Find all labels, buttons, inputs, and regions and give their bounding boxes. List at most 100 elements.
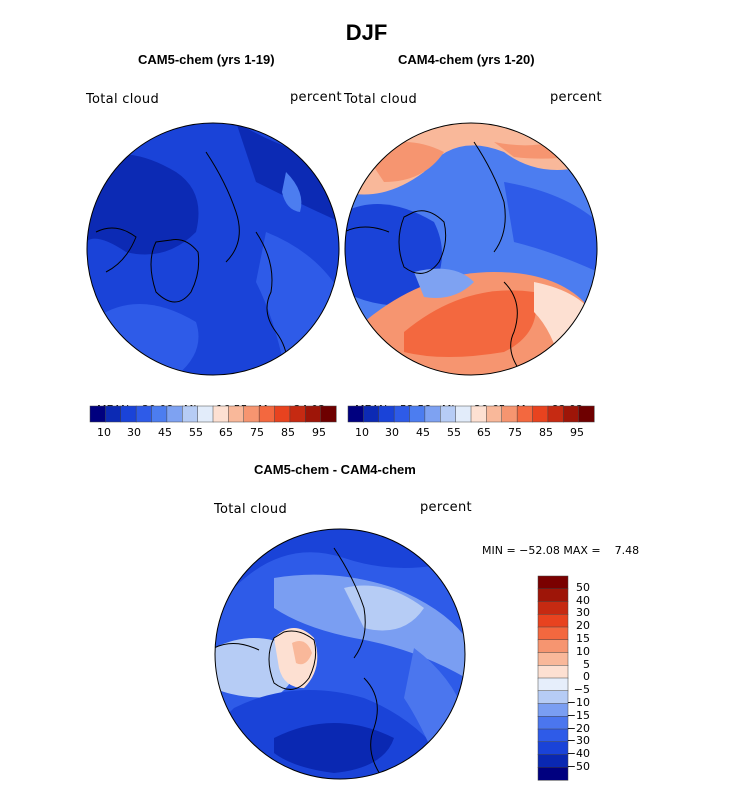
diff-field-pale-arctic [344, 585, 424, 631]
cam4-tick: 55 [447, 426, 461, 439]
cam4-tick: 85 [539, 426, 553, 439]
panel-cam4-units-label: percent [550, 90, 602, 105]
diff-tick: 15 [576, 632, 590, 645]
cam5-tick: 85 [281, 426, 295, 439]
cam5-colorbar-cells [89, 405, 337, 423]
colorbar-swatch [151, 405, 168, 423]
colorbar-swatch [455, 405, 472, 423]
diff-coast-greenland [268, 630, 317, 690]
cam5-field-blob-d [87, 304, 199, 375]
diff-map-frame [214, 528, 466, 780]
panel-diff-colorbar-ticks: 50 40 30 20 15 10 5 0 −5 −10 −15 −20 −30… [540, 576, 600, 780]
panel-cam4-title: CAM4-chem (yrs 1-20) [398, 52, 535, 67]
cam4-tick: 45 [416, 426, 430, 439]
panel-diff-field-label: Total cloud [214, 502, 287, 517]
diff-tick: 20 [576, 619, 590, 632]
colorbar-swatch [182, 405, 199, 423]
colorbar-swatch [305, 405, 322, 423]
colorbar-swatch [89, 405, 106, 423]
colorbar-swatch [135, 405, 153, 423]
cam4-field-warm-corner [534, 123, 597, 149]
diff-tick: −20 [566, 722, 590, 735]
colorbar-swatch [486, 405, 503, 423]
colorbar-swatch [440, 405, 457, 423]
panel-cam5-title: CAM5-chem (yrs 1-19) [138, 52, 275, 67]
colorbar-swatch [516, 405, 534, 423]
cam5-field-blob-e [282, 172, 302, 212]
diff-field-deepest-bottom [274, 723, 394, 773]
diff-field-warm-core [292, 640, 312, 665]
figure-title: DJF [345, 20, 388, 45]
panel-cam5-field-label: Total cloud [86, 92, 159, 107]
panel-diff-units-label: percent [420, 500, 472, 515]
panel-diff-title: CAM5-chem - CAM4-chem [254, 462, 416, 477]
colorbar-swatch [363, 405, 380, 423]
cam5-tick: 10 [97, 426, 111, 439]
panel-cam4-colorbar-ticks: 10 30 45 55 65 75 85 95 [348, 426, 594, 440]
cam4-coast-greenland [398, 210, 447, 274]
cam5-coast-north [205, 151, 240, 263]
cam5-field-blob-a [87, 154, 199, 255]
colorbar-swatch [320, 405, 337, 423]
panel-cam5-colorbar [89, 405, 337, 423]
panel-diff-stats: MIN = −52.08 MAX = 7.48 [482, 544, 640, 557]
diff-tick: 30 [576, 606, 590, 619]
panel-diff-map [214, 528, 466, 780]
colorbar-swatch [532, 405, 549, 423]
panel-cam5-map [86, 122, 340, 376]
colorbar-swatch [289, 405, 306, 423]
colorbar-swatch [212, 405, 229, 423]
diff-tick: 5 [583, 658, 590, 671]
colorbar-swatch [578, 405, 595, 423]
cam4-map-frame [344, 122, 598, 376]
cam4-coast-west [345, 226, 390, 233]
cam4-coast-north [473, 141, 506, 253]
colorbar-swatch [258, 405, 276, 423]
cam4-coast-east [503, 281, 525, 375]
cam4-field-cold-right [504, 182, 597, 272]
panel-cam4-map [344, 122, 598, 376]
colorbar-swatch [537, 767, 569, 781]
colorbar-swatch [393, 405, 411, 423]
colorbar-swatch [274, 405, 291, 423]
diff-tick: 0 [583, 670, 590, 683]
cam4-field-warm-bottom-core [404, 290, 536, 357]
colorbar-swatch [228, 405, 245, 423]
diff-tick: −15 [566, 709, 590, 722]
diff-tick: −10 [566, 696, 590, 709]
panel-cam5-colorbar-ticks: 10 30 45 55 65 75 85 95 [90, 426, 336, 440]
cam4-tick: 65 [477, 426, 491, 439]
diff-tick: −40 [566, 747, 590, 760]
diff-tick: 10 [576, 645, 590, 658]
diff-colorbar-cells [537, 575, 569, 781]
colorbar-swatch [563, 405, 580, 423]
diff-coast-east [363, 677, 385, 779]
diff-coast-west [215, 643, 260, 651]
cam4-tick: 75 [508, 426, 522, 439]
colorbar-swatch [470, 405, 487, 423]
colorbar-swatch [120, 405, 137, 423]
colorbar-swatch [347, 405, 364, 423]
colorbar-swatch [547, 405, 564, 423]
colorbar-swatch [166, 405, 183, 423]
colorbar-swatch [409, 405, 426, 423]
cam5-coast-greenland [150, 239, 200, 303]
diff-tick: −30 [566, 734, 590, 747]
cam5-tick: 95 [312, 426, 326, 439]
colorbar-swatch [105, 405, 122, 423]
cam5-tick: 55 [189, 426, 203, 439]
colorbar-swatch [243, 405, 260, 423]
cam4-tick: 95 [570, 426, 584, 439]
cam4-colorbar-cells [347, 405, 595, 423]
cam5-tick: 30 [127, 426, 141, 439]
diff-tick: 40 [576, 594, 590, 607]
colorbar-swatch [501, 405, 518, 423]
colorbar-swatch [378, 405, 395, 423]
cam5-map-frame [86, 122, 340, 376]
cam5-tick: 45 [158, 426, 172, 439]
panel-cam4-field-label: Total cloud [344, 92, 417, 107]
cam4-field-light-blue [414, 268, 474, 298]
panel-cam4-colorbar [347, 405, 595, 423]
cam5-coast-west [95, 227, 137, 273]
panel-diff-colorbar [537, 575, 569, 781]
